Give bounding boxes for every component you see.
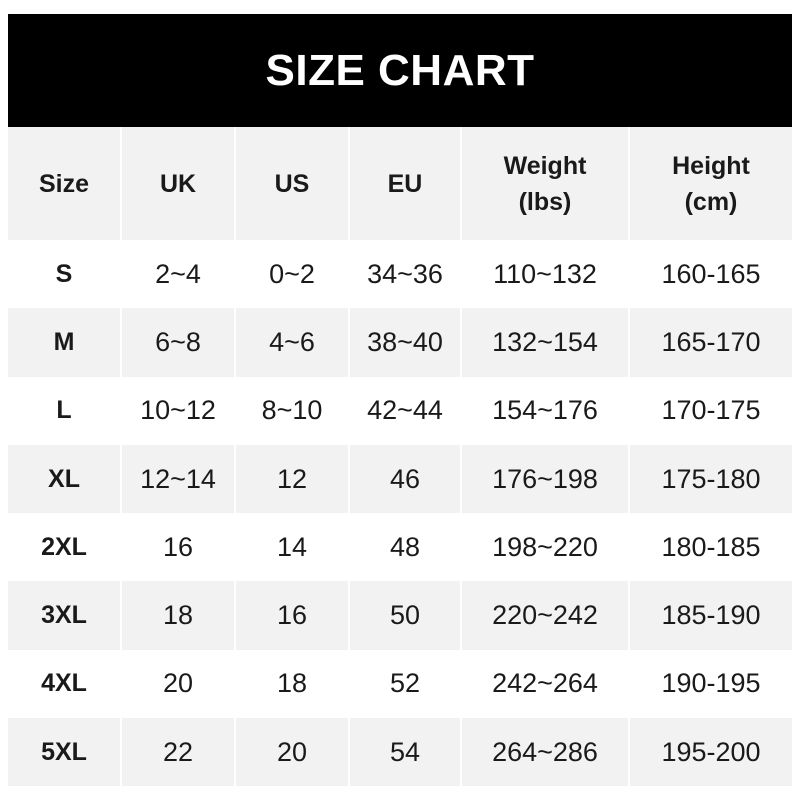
- cell-us: 0~2: [236, 240, 348, 309]
- cell-eu: 34~36: [350, 240, 460, 309]
- cell-us: 14: [236, 513, 348, 582]
- cell-uk: 20: [122, 649, 234, 719]
- cell-eu: 50: [350, 581, 460, 650]
- column-header-size: Size: [8, 127, 120, 240]
- cell-weight: 132~154: [462, 308, 628, 377]
- table-row: 5XL 22 20 54 264~286 195-200: [8, 718, 792, 787]
- cell-us: 12: [236, 444, 348, 514]
- cell-weight: 176~198: [462, 444, 628, 514]
- table-row: L 10~12 8~10 42~44 154~176 170-175: [8, 376, 792, 445]
- cell-size: XL: [8, 444, 120, 514]
- cell-uk: 6~8: [122, 308, 234, 377]
- cell-uk: 18: [122, 581, 234, 650]
- header-row: Size UK US EU Weight (lbs) Height (cm): [8, 127, 792, 240]
- cell-size: M: [8, 308, 120, 377]
- cell-weight: 264~286: [462, 718, 628, 787]
- column-header-weight: Weight (lbs): [462, 127, 628, 240]
- cell-eu: 46: [350, 444, 460, 514]
- cell-eu: 52: [350, 649, 460, 719]
- cell-eu: 48: [350, 513, 460, 582]
- cell-uk: 16: [122, 513, 234, 582]
- column-header-us: US: [236, 127, 348, 240]
- cell-eu: 42~44: [350, 376, 460, 445]
- cell-us: 8~10: [236, 376, 348, 445]
- table-row: 3XL 18 16 50 220~242 185-190: [8, 581, 792, 650]
- cell-size: 5XL: [8, 718, 120, 787]
- cell-weight: 110~132: [462, 240, 628, 309]
- cell-height: 195-200: [630, 718, 792, 787]
- column-header-text: US: [274, 169, 310, 198]
- cell-eu: 54: [350, 718, 460, 787]
- column-header-text: EU: [387, 169, 423, 198]
- cell-height: 175-180: [630, 444, 792, 514]
- cell-weight: 154~176: [462, 376, 628, 445]
- cell-height: 190-195: [630, 649, 792, 719]
- column-header-uk: UK: [122, 127, 234, 240]
- cell-weight: 242~264: [462, 649, 628, 719]
- cell-size: 4XL: [8, 649, 120, 719]
- column-header-text: Size: [38, 169, 90, 198]
- table-row: XL 12~14 12 46 176~198 175-180: [8, 444, 792, 514]
- cell-height: 170-175: [630, 376, 792, 445]
- cell-height: 160-165: [630, 240, 792, 309]
- table-row: M 6~8 4~6 38~40 132~154 165-170: [8, 308, 792, 377]
- cell-uk: 10~12: [122, 376, 234, 445]
- size-chart-title: SIZE CHART: [8, 14, 792, 127]
- cell-uk: 12~14: [122, 444, 234, 514]
- cell-weight: 198~220: [462, 513, 628, 582]
- table-row: 4XL 20 18 52 242~264 190-195: [8, 649, 792, 719]
- cell-size: L: [8, 376, 120, 445]
- cell-uk: 2~4: [122, 240, 234, 309]
- column-header-text: UK: [159, 169, 197, 198]
- cell-us: 18: [236, 649, 348, 719]
- cell-us: 16: [236, 581, 348, 650]
- cell-height: 180-185: [630, 513, 792, 582]
- column-header-eu: EU: [350, 127, 460, 240]
- column-header-text: (lbs): [518, 187, 572, 216]
- cell-size: 3XL: [8, 581, 120, 650]
- cell-us: 20: [236, 718, 348, 787]
- column-header-text: Height: [672, 151, 750, 180]
- column-header-text: Weight: [503, 151, 587, 180]
- table-row: S 2~4 0~2 34~36 110~132 160-165: [8, 240, 792, 309]
- table-row: 2XL 16 14 48 198~220 180-185: [8, 513, 792, 582]
- column-header-text: (cm): [684, 187, 738, 216]
- size-chart-table: Size UK US EU Weight (lbs) Height (cm) S 2~4 0~2 3…: [6, 127, 794, 787]
- cell-us: 4~6: [236, 308, 348, 377]
- cell-eu: 38~40: [350, 308, 460, 377]
- cell-size: S: [8, 240, 120, 309]
- cell-uk: 22: [122, 718, 234, 787]
- cell-size: 2XL: [8, 513, 120, 582]
- cell-weight: 220~242: [462, 581, 628, 650]
- cell-height: 165-170: [630, 308, 792, 377]
- cell-height: 185-190: [630, 581, 792, 650]
- column-header-height: Height (cm): [630, 127, 792, 240]
